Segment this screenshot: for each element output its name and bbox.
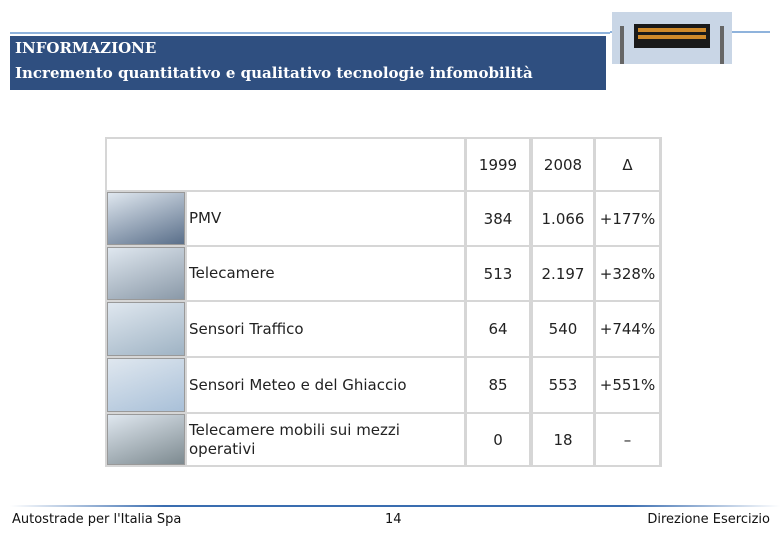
footer-rule — [10, 505, 780, 507]
row-label: Sensori Traffico — [187, 302, 464, 356]
rule — [10, 32, 610, 34]
row-image — [107, 247, 185, 300]
cell-value: 2.197 — [533, 247, 593, 300]
header-blank — [107, 139, 464, 190]
cell-value: +551% — [596, 358, 659, 412]
row-image — [107, 358, 185, 412]
header: INFORMAZIONE Incremento quantitativo e q… — [10, 36, 606, 90]
cell-value: 540 — [533, 302, 593, 356]
footer-left: Autostrade per l'Italia Spa — [12, 512, 182, 527]
row-image — [107, 414, 185, 465]
row-label: Telecamere — [187, 247, 464, 300]
cell-value: 1.066 — [533, 192, 593, 245]
subtitle: Incremento quantitativo e qualitativo te… — [15, 64, 533, 82]
cell-value: +328% — [596, 247, 659, 300]
table: 1999 2008 Δ PMV 384 1.066 +177% Telecamere 513 2.… — [105, 137, 662, 467]
cell-value: +744% — [596, 302, 659, 356]
cell-value: 85 — [467, 358, 529, 412]
column-header: Δ — [596, 139, 659, 190]
page-number: 14 — [385, 512, 402, 527]
footer-right: Direzione Esercizio — [647, 512, 770, 527]
cell-value: 513 — [467, 247, 529, 300]
row-image — [107, 302, 185, 356]
cell-value: – — [596, 414, 659, 465]
row-label: Telecamere mobili sui mezzi operativi — [187, 414, 464, 465]
row-label: PMV — [187, 192, 464, 245]
cell-value: 18 — [533, 414, 593, 465]
row-label: Sensori Meteo e del Ghiaccio — [187, 358, 464, 412]
cell-value: 64 — [467, 302, 529, 356]
cell-value: 384 — [467, 192, 529, 245]
cell-value: 553 — [533, 358, 593, 412]
row-image — [107, 192, 185, 245]
title: INFORMAZIONE — [15, 39, 157, 57]
cell-value: +177% — [596, 192, 659, 245]
sign-image — [612, 12, 732, 64]
column-header: 1999 — [467, 139, 529, 190]
column-header: 2008 — [533, 139, 593, 190]
cell-value: 0 — [467, 414, 529, 465]
